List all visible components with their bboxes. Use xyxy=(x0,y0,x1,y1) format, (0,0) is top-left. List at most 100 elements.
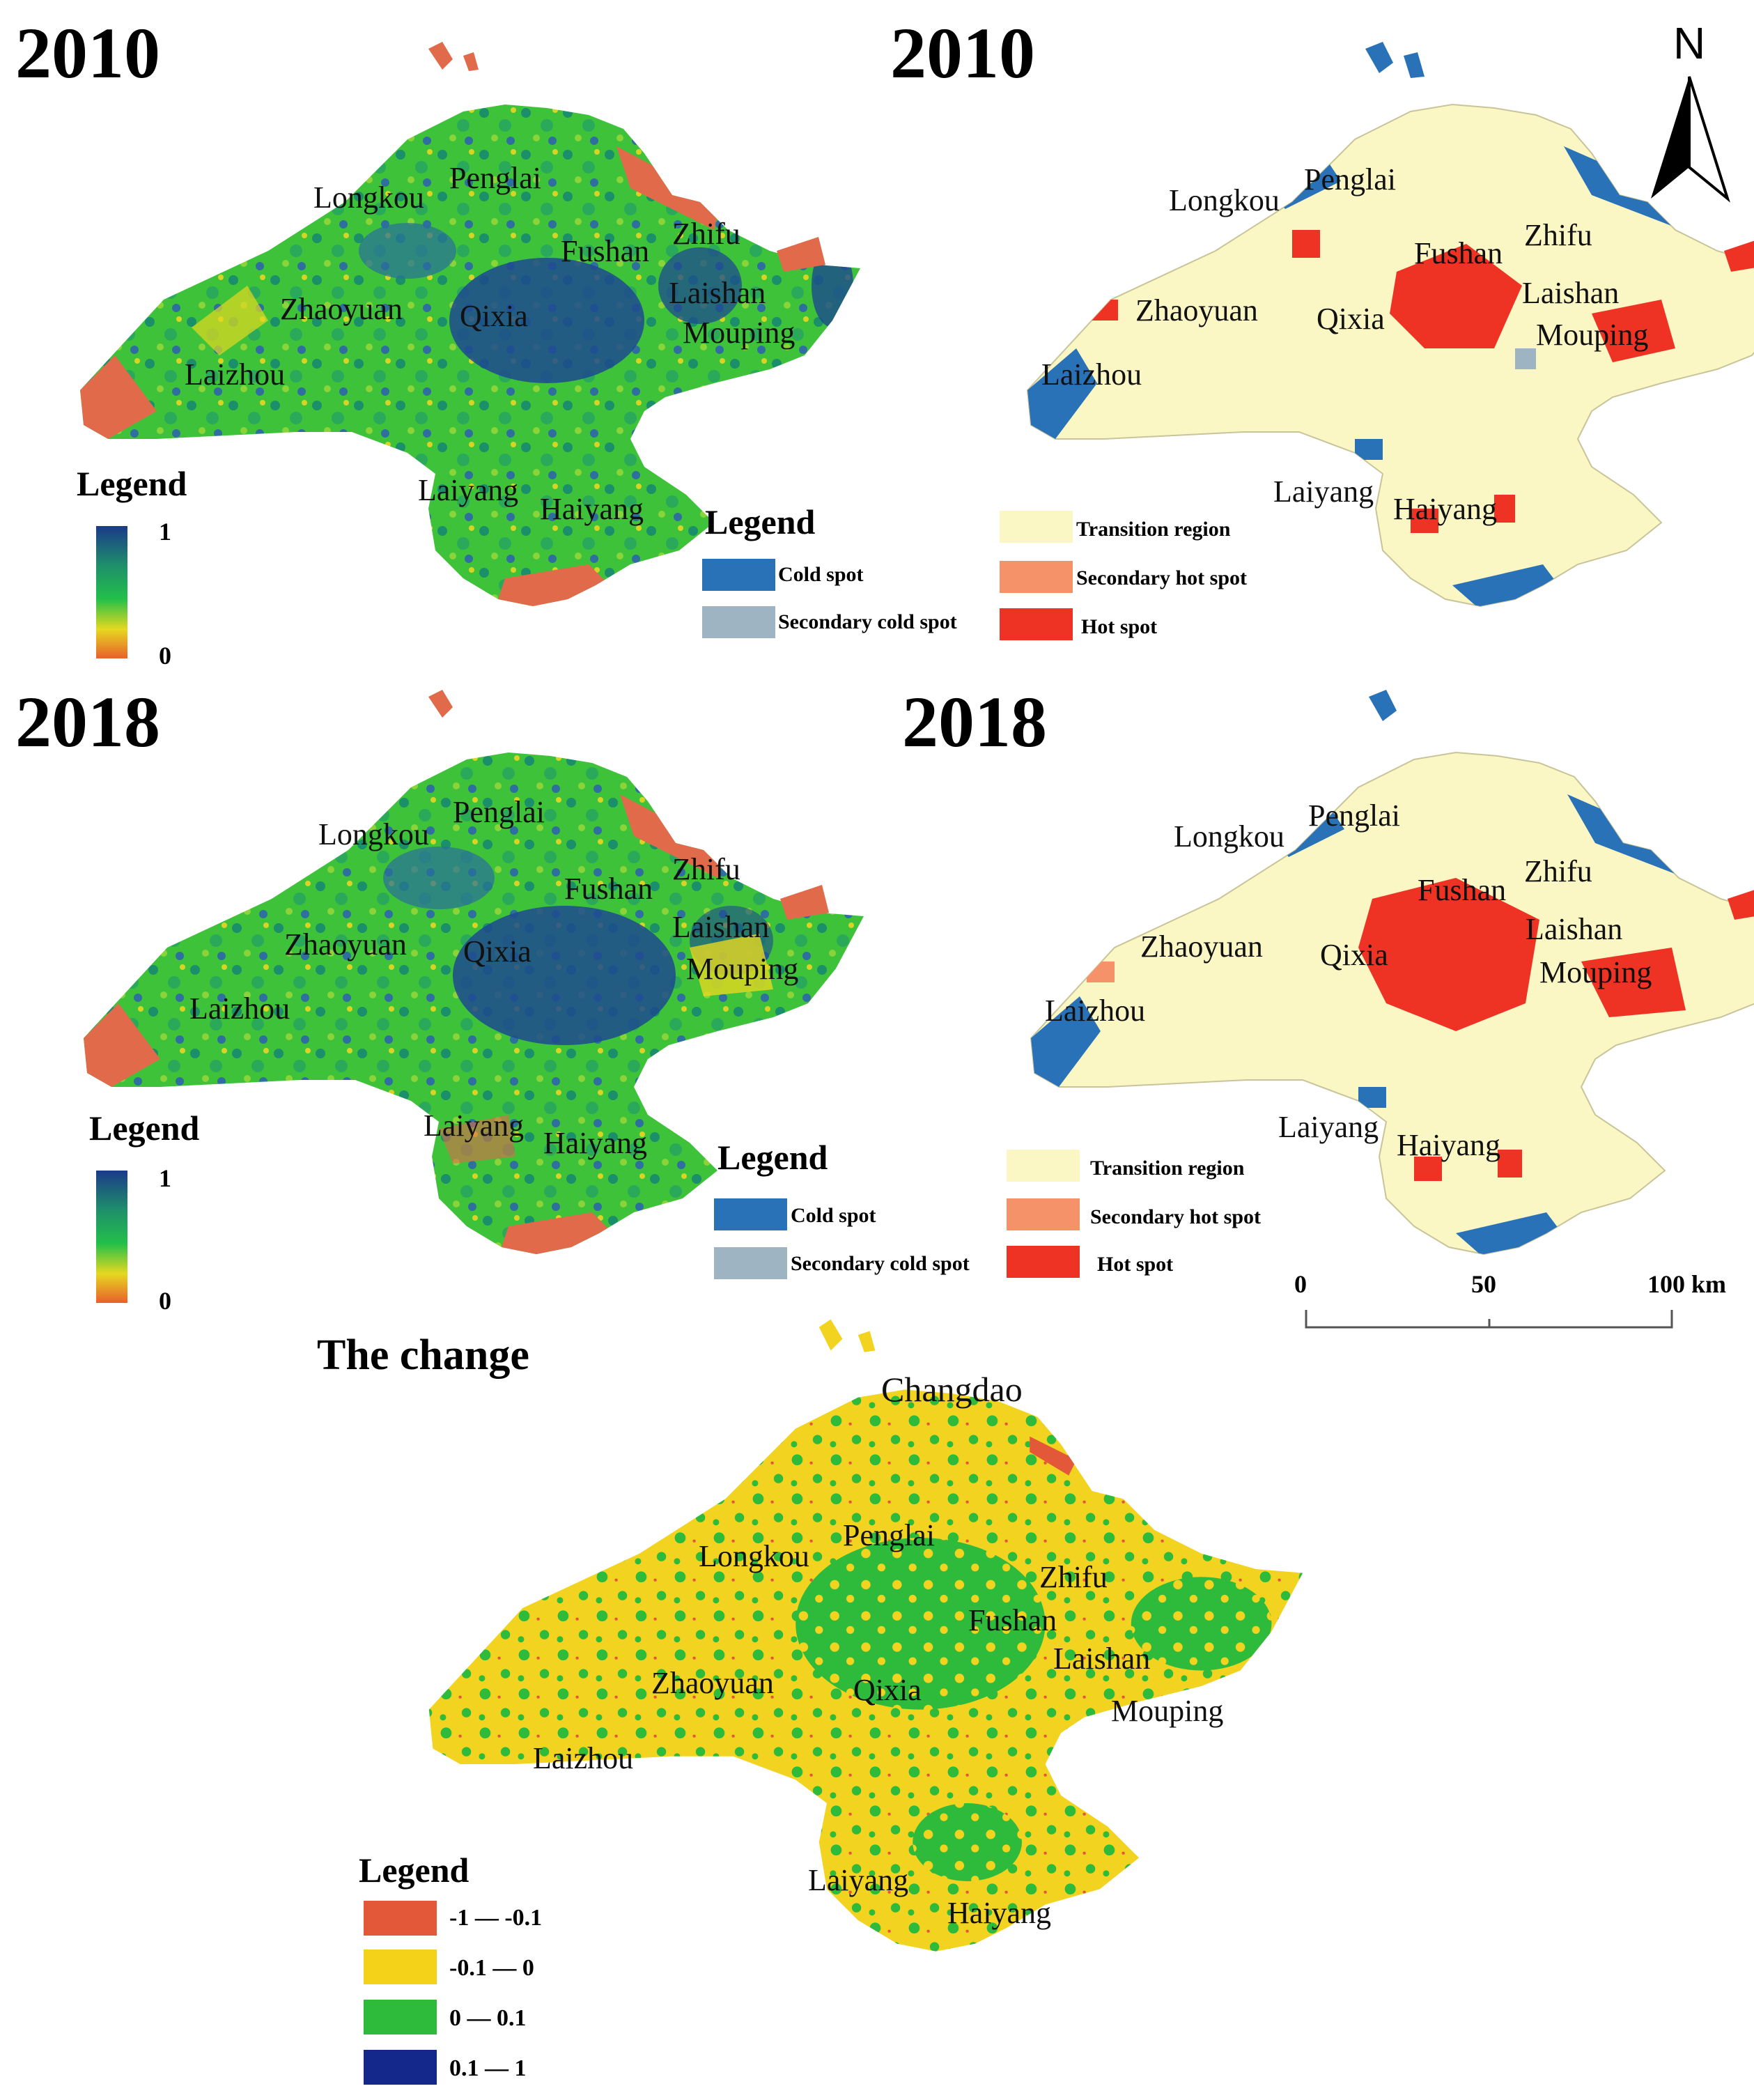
place-label: Laiyang xyxy=(418,473,519,507)
ndvi-map-2010 xyxy=(80,42,860,606)
north-arrow-icon xyxy=(1651,76,1730,203)
panel-year-hotspot-2010: 2010 xyxy=(890,13,1035,93)
place-label: Laizhou xyxy=(185,357,286,392)
place-label: Qixia xyxy=(1317,302,1385,336)
legend-swatch-change-pos-high xyxy=(364,2050,437,2085)
gradient-legend-max-2010: 1 xyxy=(159,518,171,546)
legend-swatch-secondary-hot-spot xyxy=(1000,561,1073,593)
place-label: Laiyang xyxy=(424,1109,525,1143)
legend-swatch-cold-spot xyxy=(714,1198,787,1230)
place-label: Qixia xyxy=(460,299,528,333)
place-label: Laiyang xyxy=(1273,474,1374,509)
place-label: Haiyang xyxy=(947,1896,1052,1930)
place-label: Zhaoyuan xyxy=(284,927,407,962)
legend-swatch-transition xyxy=(1000,511,1073,543)
legend-label-secondary-cold-spot: Secondary cold spot xyxy=(778,610,957,633)
legend-label-change-pos-high: 0.1 — 1 xyxy=(449,2055,527,2081)
legend-swatch-transition xyxy=(1007,1150,1080,1182)
gradient-legend-max-2018: 1 xyxy=(159,1164,171,1192)
place-label: Longkou xyxy=(699,1539,809,1573)
place-label: Zhaoyuan xyxy=(1135,293,1258,327)
place-label: Laiyang xyxy=(808,1863,909,1897)
legend-swatch-change-pos-low xyxy=(364,2000,437,2035)
place-label: Zhifu xyxy=(672,852,740,886)
legend-label-secondary-hot-spot: Secondary hot spot xyxy=(1076,566,1248,589)
place-label: Haiyang xyxy=(543,1126,648,1160)
place-label: Laishan xyxy=(1526,912,1623,946)
place-label: Laiyang xyxy=(1278,1110,1379,1144)
gradient-legend-title-2018: Legend xyxy=(89,1109,200,1148)
scale-bar xyxy=(1305,1310,1673,1329)
place-label: Mouping xyxy=(1539,955,1652,989)
legend-label-transition: Transition region xyxy=(1090,1157,1245,1180)
place-label: Longkou xyxy=(1174,819,1285,854)
legend-label-change-neg-low: -0.1 — 0 xyxy=(449,1955,534,1981)
place-label: Penglai xyxy=(843,1518,935,1552)
legend-label-transition: Transition region xyxy=(1076,518,1231,541)
place-label: Laishan xyxy=(672,910,770,944)
gradient-legend-min-2018: 0 xyxy=(159,1287,171,1315)
legend-label-hot-spot: Hot spot xyxy=(1097,1253,1174,1276)
legend-label-secondary-cold-spot: Secondary cold spot xyxy=(791,1252,970,1275)
island-label-changdao: Changdao xyxy=(881,1370,1023,1409)
panel-year-ndvi-2010: 2010 xyxy=(15,13,160,93)
place-label: Fushan xyxy=(1414,236,1503,270)
place-label: Fushan xyxy=(968,1603,1057,1637)
place-label: Laishan xyxy=(1053,1642,1151,1676)
place-label: Penglai xyxy=(449,161,541,195)
place-label: Haiyang xyxy=(1393,492,1498,526)
place-label: Haiyang xyxy=(1397,1128,1501,1162)
place-label: Laishan xyxy=(669,276,766,310)
hotspot-legend-title: Legend xyxy=(717,1138,828,1177)
ndvi-map-2018 xyxy=(84,690,864,1254)
place-label: Penglai xyxy=(1308,798,1400,833)
place-label: Zhaoyuan xyxy=(651,1666,774,1700)
place-label: Mouping xyxy=(1536,318,1649,352)
place-label: Mouping xyxy=(683,316,795,350)
scale-bar-tick-100: 100 km xyxy=(1647,1270,1727,1298)
hotspot-legend-title: Legend xyxy=(705,502,816,541)
place-label: Longkou xyxy=(1169,183,1280,217)
place-label: Penglai xyxy=(1304,162,1396,196)
place-label: Zhifu xyxy=(1039,1560,1108,1594)
scale-bar-tick-50: 50 xyxy=(1471,1270,1496,1298)
place-label: Qixia xyxy=(853,1673,922,1707)
place-label: Zhaoyuan xyxy=(1140,929,1263,964)
place-label: Fushan xyxy=(561,234,650,268)
place-label: Longkou xyxy=(318,817,429,851)
place-label: Zhifu xyxy=(1524,218,1592,252)
legend-swatch-secondary-cold-spot xyxy=(714,1247,787,1279)
legend-label-change-neg-high: -1 — -0.1 xyxy=(449,1905,543,1931)
place-label: Laizhou xyxy=(1045,994,1146,1028)
legend-swatch-hot-spot xyxy=(1000,608,1073,640)
legend-swatch-secondary-hot-spot xyxy=(1007,1198,1080,1230)
place-label: Laizhou xyxy=(533,1741,634,1775)
legend-swatch-change-neg-low xyxy=(364,1950,437,1984)
legend-label-cold-spot: Cold spot xyxy=(778,563,864,586)
place-label: Fushan xyxy=(564,872,653,906)
gradient-bar-2010 xyxy=(96,526,127,658)
scale-bar-tick-0: 0 xyxy=(1294,1270,1307,1298)
place-label: Zhifu xyxy=(1524,854,1592,888)
place-label: Qixia xyxy=(1320,938,1388,972)
legend-swatch-secondary-cold-spot xyxy=(702,606,775,638)
legend-swatch-change-neg-high xyxy=(364,1901,437,1936)
legend-label-secondary-hot-spot: Secondary hot spot xyxy=(1090,1205,1262,1228)
change-legend-title: Legend xyxy=(359,1851,469,1890)
change-map xyxy=(428,1319,1303,1952)
place-label: Mouping xyxy=(686,952,799,986)
place-label: Laizhou xyxy=(1041,357,1142,392)
place-label: Zhifu xyxy=(672,217,740,251)
north-label: N xyxy=(1673,18,1706,68)
change-panel-title: The change xyxy=(317,1331,529,1379)
place-label: Mouping xyxy=(1111,1694,1224,1728)
place-label: Haiyang xyxy=(540,492,644,526)
place-label: Qixia xyxy=(463,934,531,968)
panel-year-hotspot-2018: 2018 xyxy=(902,682,1047,762)
place-label: Fushan xyxy=(1418,873,1507,907)
place-label: Longkou xyxy=(313,180,424,215)
gradient-legend-title-2010: Legend xyxy=(77,464,187,503)
legend-label-change-pos-low: 0 — 0.1 xyxy=(449,2005,527,2031)
gradient-bar-2018 xyxy=(96,1171,127,1303)
